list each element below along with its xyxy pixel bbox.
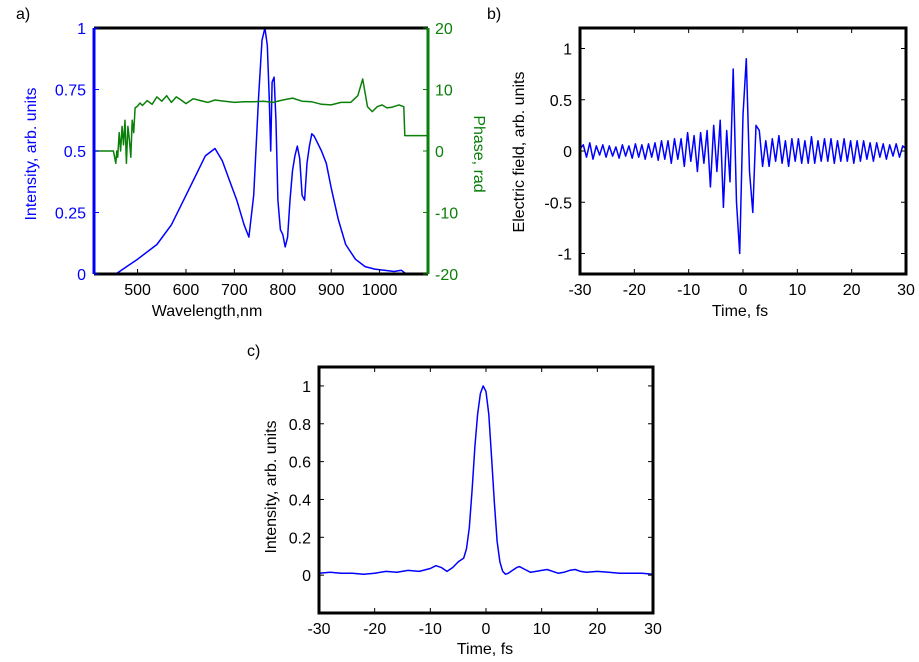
- panel-b-ytick-label: -0.5: [544, 195, 572, 212]
- panel-c-ytick-label: 0: [302, 568, 311, 585]
- panel-b-xtick-label: -20: [623, 282, 646, 299]
- panel-c-ytick-label: 0.8: [289, 417, 311, 434]
- panel-a-series-line-1: [94, 78, 428, 165]
- panel-b-ytick-label: 0.5: [550, 93, 572, 110]
- panel-b-xtick-label: -30: [568, 282, 591, 299]
- panel-c-xtick-label: 20: [588, 621, 606, 638]
- panel-c-xtick-label: 0: [482, 621, 491, 638]
- panel-b: b) -30 -20 -10 0 10 20 30-1-0.500.51 Time, fs …: [487, 6, 915, 320]
- panel-a-ytick-label: 0: [77, 267, 86, 284]
- panel-b-xtick-label: 0: [739, 282, 748, 299]
- panel-b-xtick-label: 20: [843, 282, 861, 299]
- panel-a-xtick-label: 1000: [362, 282, 398, 299]
- panel-a-ytick-label: 0.5: [64, 144, 86, 161]
- panel-a-xtick-label: 600: [173, 282, 200, 299]
- panel-a-ytick-label: 0.75: [55, 83, 86, 100]
- panel-b-series-line-0: [580, 57, 906, 255]
- panel-a-y2tick-label: 0: [435, 144, 444, 161]
- panel-c-xtick-label: -20: [363, 621, 386, 638]
- panel-a-xtick-label: 800: [269, 282, 296, 299]
- panel-c-ytick-label: 0.6: [289, 455, 311, 472]
- panel-a-xlabel: Wavelength,nm: [152, 303, 263, 320]
- panel-a-y2tick-label: -20: [435, 267, 458, 284]
- panel-a-xtick-label: 700: [221, 282, 248, 299]
- panel-b-label: b): [487, 6, 501, 23]
- panel-a-y2label: Phase, rad: [470, 115, 487, 192]
- panel-a-y2tick-label: -10: [435, 206, 458, 223]
- panel-c-ytick-label: 1: [302, 379, 311, 396]
- panel-b-xtick-label: 30: [897, 282, 915, 299]
- panel-a-ylabel: Intensity, arb. units: [23, 87, 40, 220]
- panel-c-label: c): [247, 343, 260, 360]
- panel-c-ytick-label: 0.4: [289, 492, 311, 509]
- panel-a-ytick-label: 0.25: [55, 206, 86, 223]
- panel-b-ytick-label: 1: [563, 42, 572, 59]
- panel-b-xlabel: Time, fs: [712, 303, 768, 320]
- panel-b-xtick-label: 10: [788, 282, 806, 299]
- panel-c-xtick-label: 30: [644, 621, 662, 638]
- panel-b-frame: [578, 26, 908, 276]
- panel-a-xtick-label: 500: [124, 282, 151, 299]
- panel-c-xtick-label: -10: [419, 621, 442, 638]
- panel-b-ylabel: Electric field, arb. units: [511, 72, 528, 233]
- panel-c-frame: [317, 365, 655, 615]
- panel-b-xtick-label: -10: [677, 282, 700, 299]
- panel-c-ylabel: Intensity, arb. units: [263, 420, 280, 553]
- panel-c-xlabel: Time, fs: [457, 641, 513, 658]
- panel-a-y2tick-label: 20: [435, 21, 453, 38]
- panel-b-ytick-label: 0: [563, 144, 572, 161]
- panel-c-series-line-0: [319, 385, 653, 575]
- panel-a-xtick-label: 900: [318, 282, 345, 299]
- panel-a-label: a): [16, 6, 30, 23]
- panel-a: a) 500 600 700 800 900 1000 0 0.25 0.5 0.75 1 -20 -1…: [16, 6, 487, 320]
- panel-c: c) -30 -20 -10 0 10 20 30 0 0.2 0.4 0.6 0.8 1 Time, …: [247, 343, 662, 658]
- panel-a-series-line-0: [115, 28, 407, 274]
- panel-a-y2tick-label: 10: [435, 83, 453, 100]
- panel-a-ytick-label: 1: [77, 21, 86, 38]
- panel-c-xtick-label: 10: [533, 621, 551, 638]
- panel-c-xtick-label: -30: [307, 621, 330, 638]
- panel-b-ytick-label: -1: [558, 247, 572, 264]
- panel-c-ytick-label: 0.2: [289, 530, 311, 547]
